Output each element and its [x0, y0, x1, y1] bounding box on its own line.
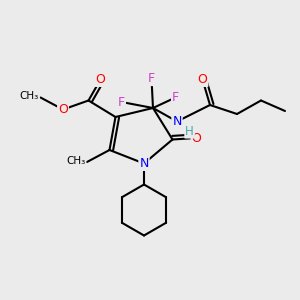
- Text: CH₃: CH₃: [20, 91, 39, 101]
- Text: N: N: [172, 115, 182, 128]
- Text: O: O: [198, 73, 207, 86]
- Text: O: O: [96, 73, 105, 86]
- Text: F: F: [148, 72, 155, 85]
- Text: O: O: [192, 131, 201, 145]
- Text: H: H: [185, 124, 194, 138]
- Text: CH₃: CH₃: [66, 155, 85, 166]
- Text: F: F: [118, 95, 125, 109]
- Text: O: O: [58, 103, 68, 116]
- Text: N: N: [139, 157, 149, 170]
- Text: F: F: [172, 91, 179, 104]
